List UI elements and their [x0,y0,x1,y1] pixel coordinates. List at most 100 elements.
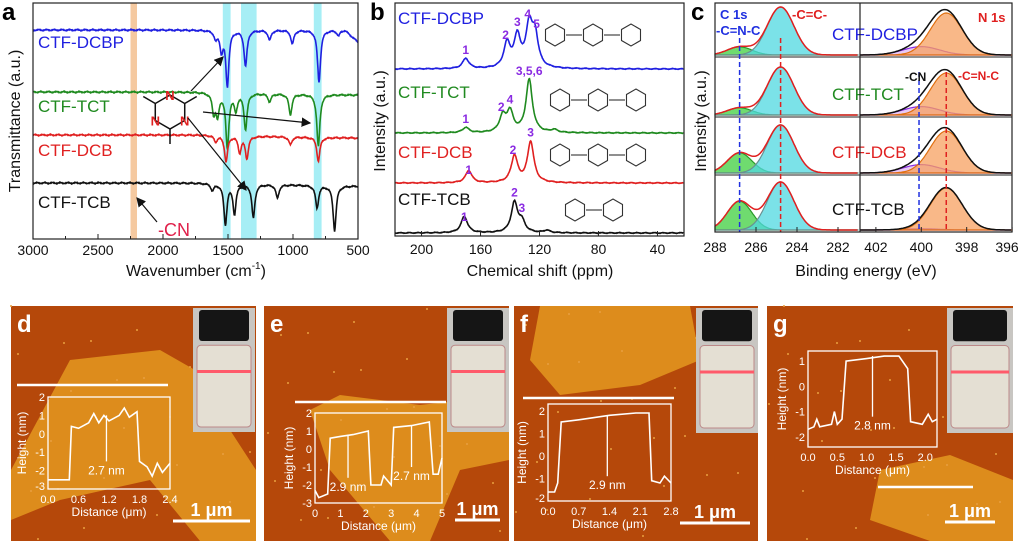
scale-bar-label: 1 μm [190,500,232,520]
panel-c-xps: CTF-DCBP CTF-TCT CTF-DCB CTF-TCB 288 286 284 28… [691,0,1019,280]
afm-particle [446,493,448,495]
x-tick-label: 2.0 [918,452,933,464]
x-tick-label: 1500 [212,242,243,258]
afm-particle [50,440,52,442]
peak-number-label: 4 [524,7,531,21]
x-tick-label: 0.0 [540,506,555,518]
afm-particle [393,456,395,458]
afm-particle [589,498,591,500]
afm-particle [927,514,929,516]
nitrogen-atom: N [165,88,174,103]
afm-particle [466,443,468,445]
panel-letter-c: c [691,0,704,26]
afm-particle [999,501,1001,503]
y-tick-label: -2 [35,466,45,478]
vial-cap [702,310,752,342]
x-axis-label-main: Wavenumber (cm [126,263,252,280]
series-label-ctf-tct: CTF-TCT [38,97,110,116]
series-label-ctf-dcbp: CTF-DCBP [832,25,918,44]
y-tick-label: 2 [306,408,312,420]
peak-number-label: 1 [461,210,468,224]
nitrogen-atom: N [151,114,160,129]
x-tick-label: 0.0 [800,452,815,464]
y-axis-label: Transmittance (a.u.) [7,50,24,193]
c1s-envelope [714,124,858,174]
peak-number-label: 2 [510,143,517,157]
molecule-ring [564,198,586,222]
annotation-arrow [136,197,158,223]
x-tick-label: 0.6 [71,494,86,506]
afm-particle [783,305,785,307]
x-tick-label: 402 [864,239,888,255]
annotation-arrow [187,117,247,191]
afm-particle [610,448,612,450]
x-tick-label: 284 [785,239,809,255]
peak-number-label: 3,5,6 [516,64,543,78]
series-label-ctf-tcb: CTF-TCB [832,200,905,219]
molecule-ring [587,88,609,112]
afm-particle [568,313,570,315]
nitrogen-atom: N [180,114,189,129]
x-tick-label: 1000 [277,242,308,258]
afm-particle [684,435,686,437]
x-axis-label-superscript: -1 [252,261,261,272]
y-tick-label: 1 [539,428,545,440]
x-tick-label: 2000 [147,242,178,258]
molecule-ring [602,198,624,222]
x-tick-label: 0 [312,508,318,520]
y-axis-label: Height (nm) [15,412,29,475]
molecule-ring [625,143,647,167]
x-tick-label: 400 [910,239,934,255]
n1s-envelope [860,186,1011,231]
panel-letter-a: a [2,0,16,26]
afm-particle [855,527,857,529]
peak-number-label: 2 [511,186,518,200]
afm-particle [908,329,910,331]
afm-particle [83,527,85,529]
panel-letter-g: g [773,311,788,338]
molecule-ring [587,143,609,167]
x-tick-label: 2500 [82,242,113,258]
n1s-envelope [860,8,1011,56]
peak-number-label: 5 [533,17,540,31]
scale-bar-label: 1 μm [694,502,736,522]
afm-particle [802,490,804,492]
afm-particle [836,342,838,344]
step-height-label: 2.8 nm [854,419,891,433]
x-axis-label-end: ) [261,263,266,280]
x-tick-label: 2.8 [663,506,678,518]
nanosheet-flake [530,306,700,395]
afm-particle [156,514,158,516]
afm-particle [373,506,375,508]
afm-particle [229,501,231,503]
molecule-ring [625,88,647,112]
afm-particle [706,474,708,476]
x-tick-label: 2 [363,508,369,520]
afm-particle [63,342,65,344]
y-tick-label: -1 [795,407,805,419]
ftir-curve-ctf-dcb [32,132,359,164]
height-profile-line [314,421,443,499]
afm-particle [737,472,739,474]
x-tick-label: 0.0 [40,494,55,506]
afm-particle [674,387,676,389]
panel-e-afm: 0 1 2 3 4 5 2 1 0 -1 -2 -3 Distance (μm) Height (nm) 2… [264,306,509,541]
afm-particle [889,379,891,381]
afm-particle [37,538,39,540]
panel-b-nmr: CTF-DCBP12345CTF-TCT1243,5,6CTF-DCB123CT… [370,0,685,280]
y-tick-label: 1 [799,356,805,368]
y-tick-label: -1 [535,473,545,485]
afm-particle [176,464,178,466]
step-height-label: 2.7 nm [393,469,430,483]
triazine-band-highlight [313,3,322,239]
y-tick-label: 2 [539,406,545,418]
panel-letter-e: e [270,311,283,338]
molecule-ring [549,88,571,112]
height-profile-line [807,355,938,431]
afm-particle [653,437,655,439]
series-label-ctf-tcb: CTF-TCB [398,190,471,209]
afm-particle [300,519,302,521]
y-tick-label: -1 [302,462,312,474]
molecule-ring [620,23,642,47]
afm-particle [267,432,269,434]
